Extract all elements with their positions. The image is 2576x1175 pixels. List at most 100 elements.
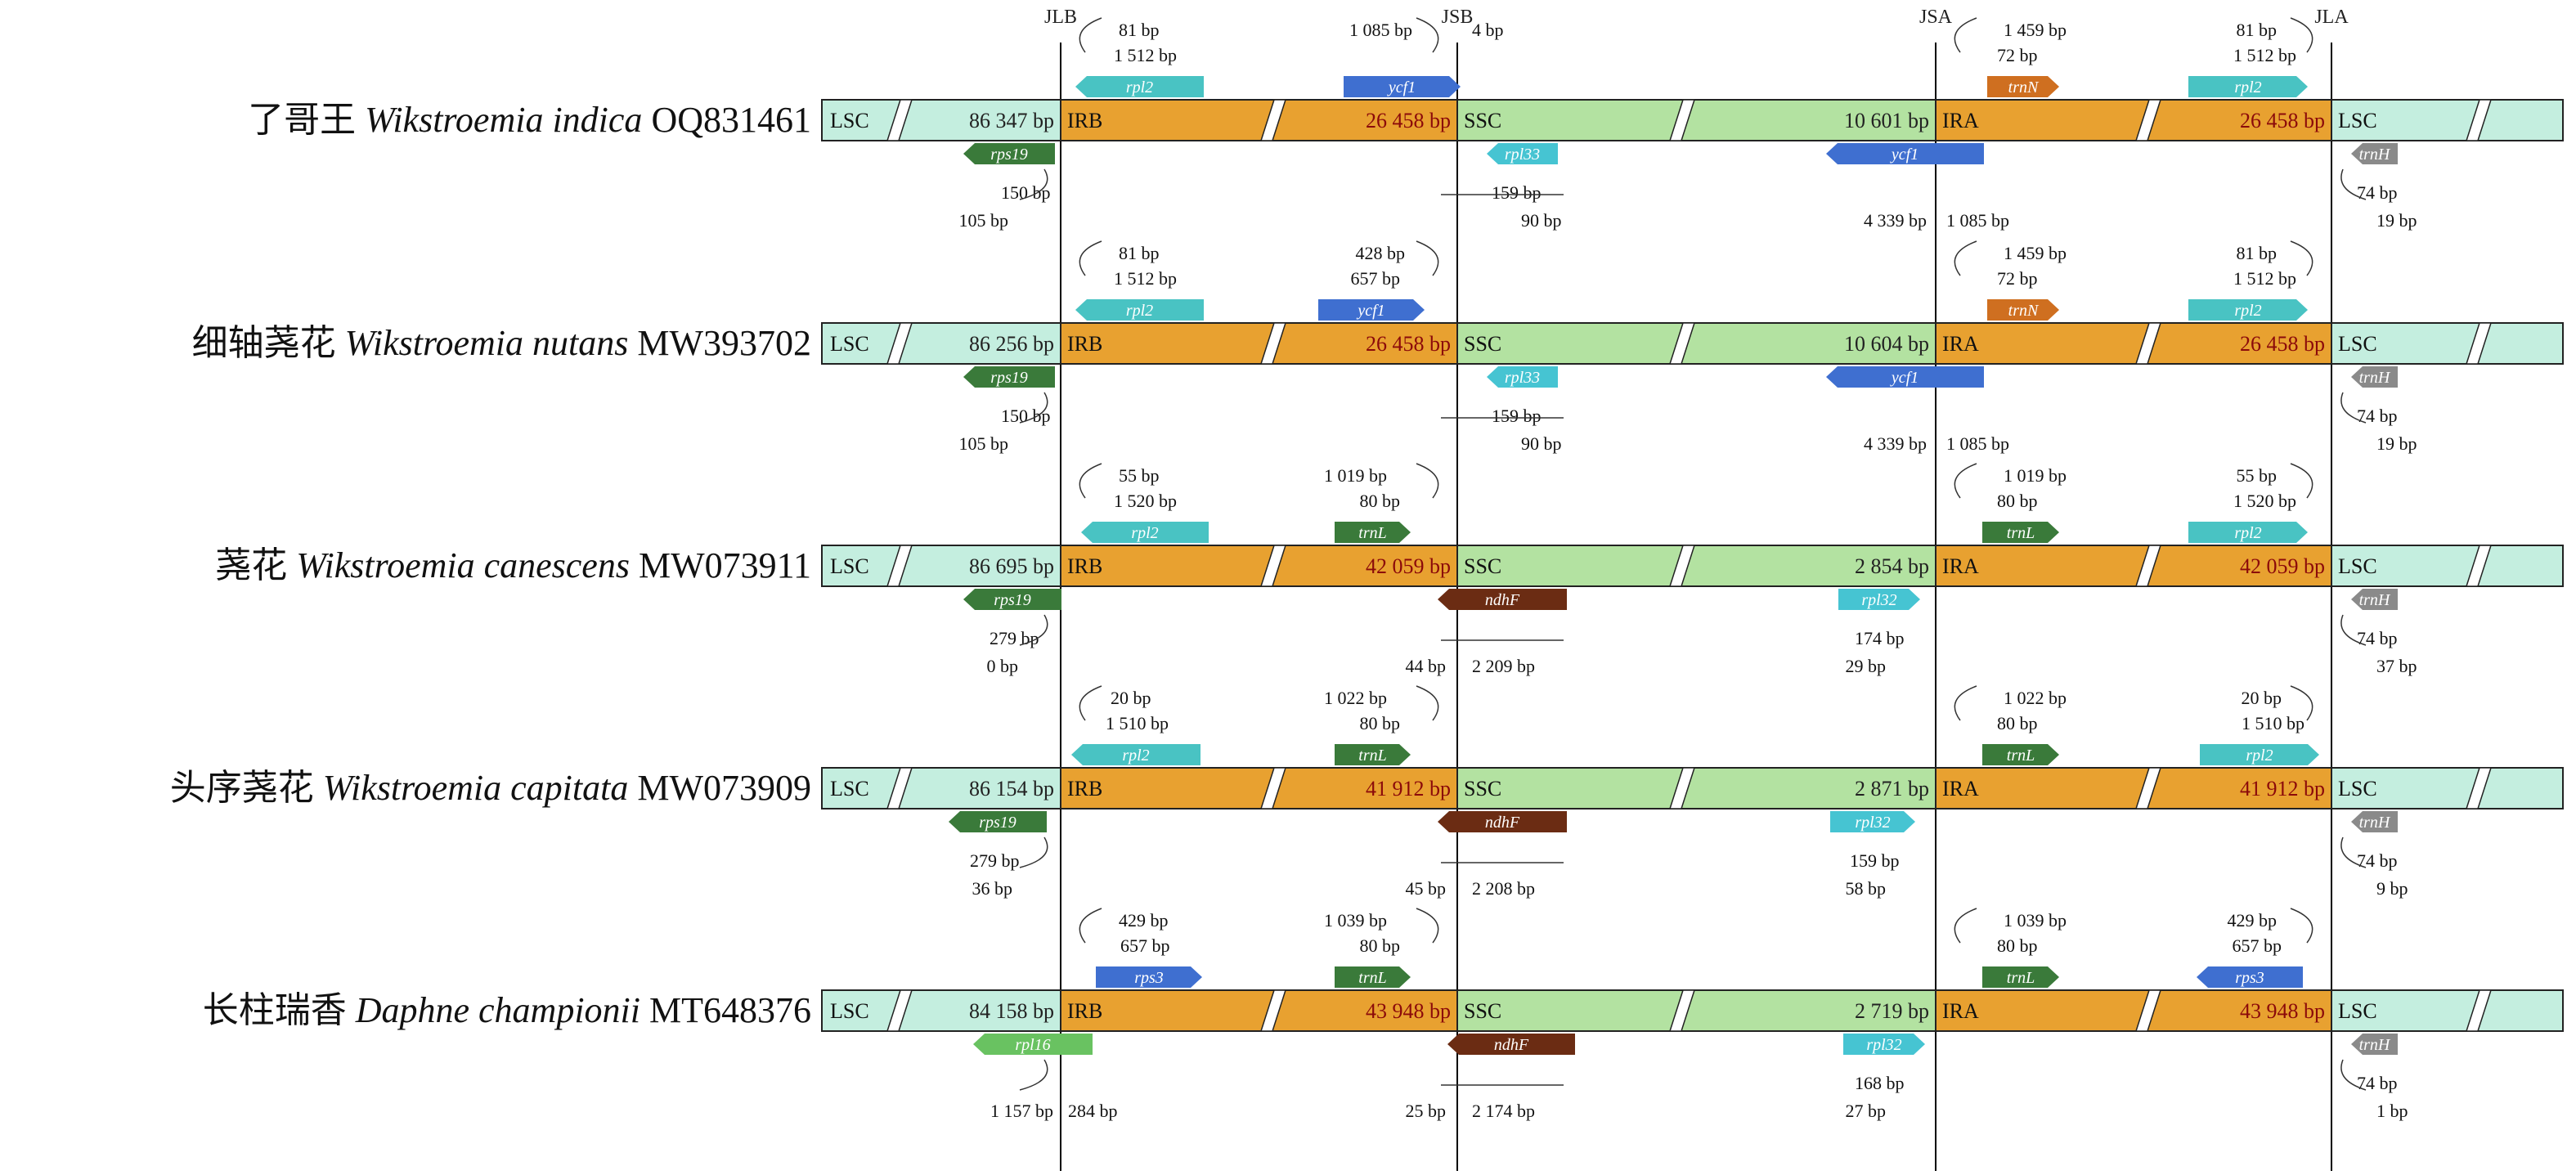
connector-arc bbox=[1954, 240, 1977, 276]
region-label-lsc: LSC bbox=[830, 554, 869, 578]
junction-label-jsb: JSB bbox=[1442, 7, 1474, 28]
region-label-irb: IRB bbox=[1067, 109, 1102, 132]
species-latin-name: Wikstroemia nutans bbox=[345, 323, 629, 363]
region-label-irb-len: 26 458 bp bbox=[1366, 332, 1451, 356]
gene-rps19-label: rps19 bbox=[990, 369, 1028, 387]
gene-ycf1-arrow bbox=[1344, 76, 1461, 97]
gene-trnL-arrow bbox=[1335, 744, 1411, 765]
connector-arc bbox=[1079, 17, 1102, 53]
gene-rpl33-arrow bbox=[1487, 143, 1558, 164]
region-label-ira: IRA bbox=[1942, 777, 1979, 801]
bp-label: 90 bp bbox=[1521, 433, 1562, 454]
gene-rpl16-arrow bbox=[973, 1034, 1093, 1055]
connector-arc bbox=[2290, 463, 2313, 499]
break-mark bbox=[2465, 989, 2493, 1032]
bp-label: 0 bp bbox=[987, 656, 1019, 676]
region-lsc bbox=[821, 322, 1061, 365]
gene-ndhF-arrow bbox=[1447, 1034, 1575, 1055]
species-latin-name: Wikstroemia capitata bbox=[323, 768, 629, 808]
bp-label: 80 bp bbox=[1997, 935, 2038, 956]
break-mark bbox=[886, 989, 913, 1032]
region-lsc2 bbox=[2331, 989, 2564, 1032]
bp-label: 72 bp bbox=[1997, 45, 2038, 65]
gene-rpl2-arrow bbox=[1075, 299, 1204, 321]
gene-trnL-label: trnL bbox=[1358, 969, 1386, 987]
break-mark bbox=[1259, 545, 1287, 587]
gene-rpl2-label: rpl2 bbox=[1122, 747, 1149, 765]
break-mark bbox=[2134, 99, 2162, 141]
gene-ycf1-arrow bbox=[1826, 143, 1984, 164]
bp-label: 1 520 bp bbox=[2233, 491, 2296, 511]
bp-label: 44 bp bbox=[1406, 656, 1447, 676]
gene-trnH-arrow bbox=[2351, 811, 2398, 832]
region-lsc2 bbox=[2331, 545, 2564, 587]
gene-ndhF-arrow bbox=[1438, 811, 1567, 832]
gene-trnL-label: trnL bbox=[2007, 524, 2035, 542]
gene-ndhF-label: ndhF bbox=[1485, 591, 1520, 609]
region-label-irb-len: 42 059 bp bbox=[1366, 554, 1451, 578]
gene-trnH-label: trnH bbox=[2359, 369, 2391, 387]
break-mark bbox=[1668, 99, 1696, 141]
region-ira bbox=[1935, 99, 2332, 141]
region-label-lsc2: LSC bbox=[2338, 777, 2377, 801]
gene-rpl2-label: rpl2 bbox=[2234, 78, 2261, 96]
gene-rpl32-arrow bbox=[1843, 1034, 1925, 1055]
gene-rpl2-arrow bbox=[1081, 522, 1209, 543]
bp-label: 105 bp bbox=[959, 210, 1009, 231]
gene-ndhF-arrow bbox=[1438, 589, 1567, 610]
connector-arc bbox=[2290, 908, 2313, 944]
bp-label: 159 bp bbox=[1850, 850, 1900, 871]
region-ssc bbox=[1456, 989, 1936, 1032]
region-irb bbox=[1060, 322, 1458, 365]
connector-arc bbox=[1079, 463, 1102, 499]
bp-label: 80 bp bbox=[1997, 713, 2038, 733]
bp-label: 1 459 bp bbox=[2004, 243, 2067, 263]
bp-label: 81 bp bbox=[2237, 20, 2278, 40]
bp-label: 1 039 bp bbox=[1324, 910, 1387, 931]
break-mark bbox=[1259, 322, 1287, 365]
region-label-irb-len: 26 458 bp bbox=[1366, 109, 1451, 132]
bp-label: 74 bp bbox=[2357, 628, 2398, 648]
region-label-lsc2: LSC bbox=[2338, 109, 2377, 132]
species-label: 长柱瑞香 Daphne championii MT648376 bbox=[203, 989, 811, 1031]
connector-arc bbox=[1416, 17, 1439, 53]
connector-arc bbox=[2290, 17, 2313, 53]
connector-arc bbox=[1954, 908, 1977, 944]
bp-label: 4 339 bp bbox=[1864, 210, 1927, 231]
bp-label: 1 085 bp bbox=[1349, 20, 1412, 40]
break-mark bbox=[1668, 989, 1696, 1032]
bp-label: 20 bp bbox=[2242, 688, 2282, 708]
bp-label: 1 520 bp bbox=[1114, 491, 1177, 511]
bp-label: 45 bp bbox=[1406, 878, 1447, 899]
species-accession: MW073909 bbox=[637, 768, 811, 808]
gene-rps3-label: rps3 bbox=[1134, 969, 1164, 987]
break-mark bbox=[2134, 989, 2162, 1032]
region-label-lsc: LSC bbox=[830, 777, 869, 801]
gene-trnL-arrow bbox=[1982, 744, 2059, 765]
bp-label: 74 bp bbox=[2357, 1073, 2398, 1093]
gene-rpl2-arrow bbox=[1071, 744, 1200, 765]
species-chinese-name: 头序荛花 bbox=[170, 767, 314, 809]
region-lsc bbox=[821, 545, 1061, 587]
break-mark bbox=[2134, 767, 2162, 809]
gene-rpl2-label: rpl2 bbox=[2234, 524, 2261, 542]
species-chinese-name: 荛花 bbox=[215, 545, 287, 586]
gene-rpl33-label: rpl33 bbox=[1505, 146, 1540, 164]
region-ssc bbox=[1456, 322, 1936, 365]
bp-label: 150 bp bbox=[1001, 406, 1051, 426]
region-label-lsc: LSC bbox=[830, 999, 869, 1023]
region-ira bbox=[1935, 322, 2332, 365]
species-chinese-name: 了哥王 bbox=[248, 99, 356, 141]
species-latin-name: Wikstroemia canescens bbox=[296, 545, 630, 585]
region-label-irb-len: 43 948 bp bbox=[1366, 999, 1451, 1023]
species-chinese-name: 细轴荛花 bbox=[192, 322, 336, 364]
gene-rps19-arrow bbox=[963, 366, 1055, 388]
region-ssc bbox=[1456, 99, 1936, 141]
region-label-ssc-len: 10 604 bp bbox=[1844, 332, 1929, 356]
connector-arc bbox=[2340, 1059, 2367, 1091]
gene-ndhF-label: ndhF bbox=[1494, 1036, 1529, 1054]
break-mark bbox=[886, 767, 913, 809]
region-label-lsc2: LSC bbox=[2338, 554, 2377, 578]
